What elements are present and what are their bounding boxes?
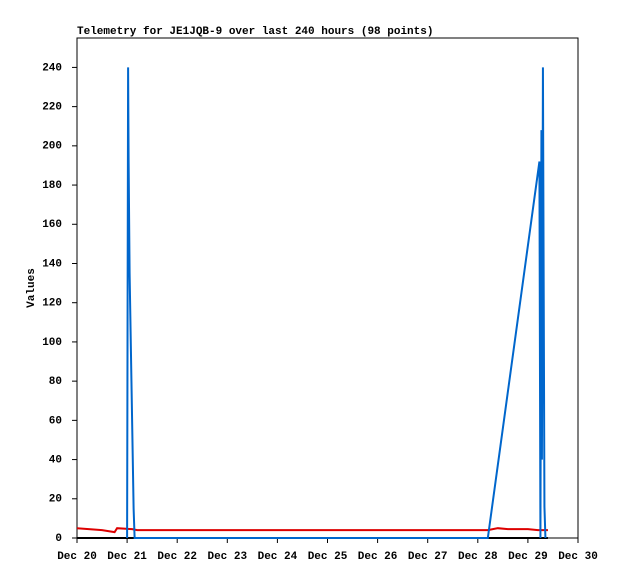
x-tick-label: Dec 20 [57, 551, 97, 563]
y-tick-label: 240 [42, 62, 62, 74]
y-tick-label: 100 [42, 337, 62, 349]
series-line [76, 527, 548, 534]
y-tick-label: 200 [42, 141, 62, 153]
y-tick-label: 180 [42, 180, 62, 192]
x-tick-label: Dec 26 [358, 551, 398, 563]
x-tick-label: Dec 27 [408, 551, 448, 563]
y-axis-label: Values [26, 268, 38, 308]
y-tick-label: 40 [49, 454, 62, 466]
x-tick-label: Dec 22 [157, 551, 197, 563]
y-tick-label: 140 [42, 258, 62, 270]
x-tick-label: Dec 21 [107, 551, 147, 563]
plot-area [76, 37, 579, 539]
series-line [126, 67, 547, 539]
y-tick-label: 120 [42, 298, 62, 310]
y-tick-label: 160 [42, 219, 62, 231]
y-tick-label: 20 [49, 494, 62, 506]
y-tick-label: 60 [49, 415, 62, 427]
x-tick-label: Dec 25 [308, 551, 348, 563]
x-tick-label: Dec 28 [458, 551, 498, 563]
x-tick-label: Dec 29 [508, 551, 548, 563]
x-tick-label: Dec 30 [558, 551, 598, 563]
x-tick-label: Dec 24 [258, 551, 298, 563]
y-tick-label: 0 [55, 533, 62, 545]
x-tick-label: Dec 23 [207, 551, 247, 563]
chart-title: Telemetry for JE1JQB-9 over last 240 hou… [77, 26, 433, 38]
y-tick-label: 220 [42, 102, 62, 114]
y-tick-label: 80 [49, 376, 62, 388]
